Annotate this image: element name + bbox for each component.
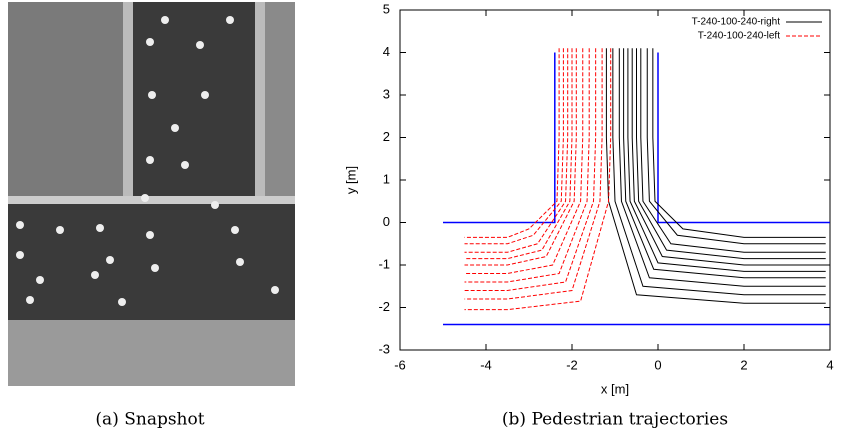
trajectory <box>605 48 826 304</box>
y-tick-label: 5 <box>383 1 390 16</box>
trajectory <box>636 48 826 260</box>
trajectory <box>464 48 603 300</box>
trajectory <box>623 48 826 279</box>
head <box>226 16 234 24</box>
head <box>236 258 244 266</box>
x-tick-label: -2 <box>566 357 578 372</box>
head <box>141 194 149 202</box>
head <box>271 286 279 294</box>
floor-left <box>8 2 123 202</box>
legend-label: T-240-100-240-right <box>692 17 781 28</box>
heads <box>16 16 279 306</box>
head <box>16 221 24 229</box>
y-tick-label: -3 <box>378 341 390 356</box>
trajectory <box>464 48 564 245</box>
y-tick-label: 2 <box>383 129 390 144</box>
snapshot-photo <box>8 2 295 386</box>
wall <box>8 196 295 204</box>
caption: (b) Pedestrian trajectories <box>502 410 728 430</box>
floor-bottom <box>8 320 295 386</box>
head <box>211 201 219 209</box>
head <box>161 16 169 24</box>
trajectory <box>464 48 577 266</box>
trajectory <box>631 48 826 266</box>
trajectory <box>464 48 590 283</box>
x-tick-label: -4 <box>480 357 492 372</box>
y-tick-label: 1 <box>383 171 390 186</box>
x-axis-label: x [m] <box>601 381 629 396</box>
x-tick-label: 4 <box>826 357 833 372</box>
head <box>196 41 204 49</box>
head <box>231 226 239 234</box>
trajectory <box>627 48 826 272</box>
head <box>146 156 154 164</box>
head <box>36 276 44 284</box>
trajectory <box>464 48 560 238</box>
head <box>56 226 64 234</box>
wall <box>657 52 830 224</box>
caption: (a) Snapshot <box>95 410 204 430</box>
head <box>146 231 154 239</box>
trajectory <box>464 48 612 311</box>
x-tick-label: 0 <box>654 357 661 372</box>
head <box>91 271 99 279</box>
wall <box>255 2 265 202</box>
trajectory <box>464 48 584 274</box>
trajectory <box>464 48 597 291</box>
trajectory <box>646 48 826 245</box>
head <box>171 124 179 132</box>
y-tick-label: 0 <box>383 214 390 229</box>
head <box>148 91 156 99</box>
y-axis-label: y [m] <box>343 166 358 194</box>
wall <box>443 52 556 224</box>
head <box>151 264 159 272</box>
x-tick-label: 2 <box>740 357 747 372</box>
floor-right <box>265 2 295 202</box>
trajectory <box>618 48 826 287</box>
y-tick-label: -1 <box>378 256 390 271</box>
y-tick-label: 4 <box>383 44 390 59</box>
trajectory <box>612 48 826 296</box>
y-tick-label: 3 <box>383 86 390 101</box>
trajectory <box>652 48 826 238</box>
legend-label: T-240-100-240-left <box>698 31 780 42</box>
wall <box>123 2 133 202</box>
head <box>118 298 126 306</box>
trajectory <box>464 48 569 253</box>
head <box>201 91 209 99</box>
head <box>146 38 154 46</box>
trajectory <box>640 48 826 253</box>
y-tick-label: -2 <box>378 299 390 314</box>
head <box>106 256 114 264</box>
x-tick-label: -6 <box>394 357 406 372</box>
head <box>181 161 189 169</box>
head <box>26 296 34 304</box>
head <box>96 224 104 232</box>
trajectory <box>464 48 573 260</box>
head <box>16 251 24 259</box>
